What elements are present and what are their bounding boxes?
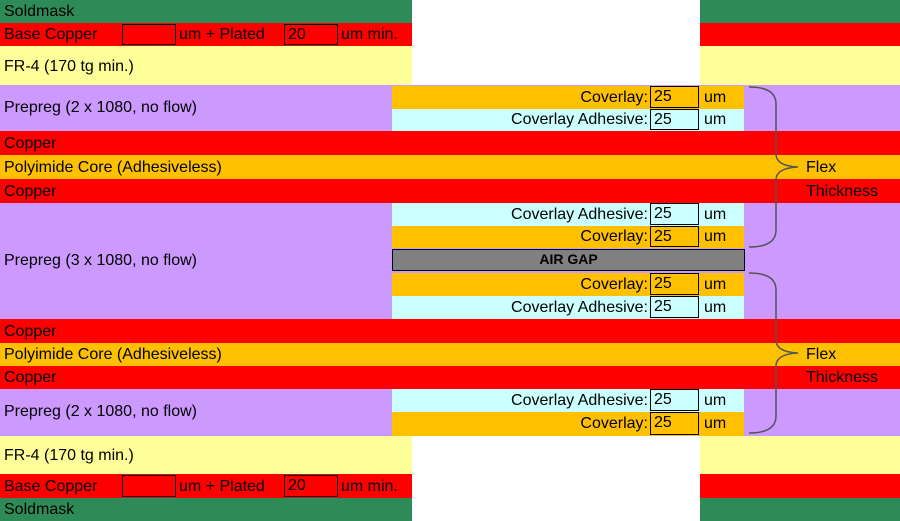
flex-row-5-unit: um <box>704 276 727 293</box>
flex-row-6-value-field[interactable]: 25 <box>650 296 699 318</box>
flex-row-8 <box>392 412 744 436</box>
flex-row-3 <box>392 203 744 226</box>
bottom-fr4-label: FR-4 (170 tg min.) <box>4 447 134 464</box>
flex-thickness-2-line2: Thickness <box>806 369 879 386</box>
bottom-fr4-left <box>0 436 412 474</box>
bottom-base-copper-value-field[interactable] <box>122 475 176 497</box>
copper-4-label: Copper <box>4 369 57 386</box>
polyimide-core-2-label: Polyimide Core (Adhesiveless) <box>4 346 222 363</box>
flex-row-3-value-field[interactable]: 25 <box>650 203 699 225</box>
flex-row-7-label: Coverlay Adhesive: <box>511 392 648 409</box>
flex-row-4-label: Coverlay: <box>580 228 648 245</box>
flex-row-6-unit: um <box>704 299 727 316</box>
flex-row-2-unit: um <box>704 111 727 128</box>
top-fr4-left <box>0 46 412 85</box>
top-fr4-label: FR-4 (170 tg min.) <box>4 58 134 75</box>
top-base-copper-label: Base Copper <box>4 26 98 43</box>
copper-1-label: Copper <box>4 135 57 152</box>
prepreg-bottom-label: Prepreg (2 x 1080, no flow) <box>4 403 197 420</box>
polyimide-core-2 <box>0 343 900 366</box>
copper-3 <box>0 319 900 343</box>
flex-thickness-brace-bottom <box>748 272 799 434</box>
top-min-label: um min. <box>341 26 398 43</box>
flex-row-3-unit: um <box>704 206 727 223</box>
top-soldmask-left <box>0 0 412 23</box>
flex-row-7-value-field[interactable]: 25 <box>650 389 699 411</box>
top-plus-plated-label: um + Plated <box>179 26 265 43</box>
flex-row-7-unit: um <box>704 392 727 409</box>
top-base-copper-right <box>700 23 900 46</box>
flex-row-1-unit: um <box>704 89 727 106</box>
top-soldmask-right <box>700 0 900 23</box>
bottom-base-copper-left <box>0 474 412 498</box>
bottom-soldmask-left <box>0 498 412 521</box>
flex-row-5 <box>392 273 744 296</box>
flex-thickness-1-line1: Flex <box>806 159 837 176</box>
flex-row-8-value-field[interactable]: 25 <box>650 412 699 435</box>
bottom-min-label: um min. <box>341 478 398 495</box>
flex-row-4-unit: um <box>704 228 727 245</box>
bottom-soldmask-label: Soldmask <box>4 501 75 518</box>
top-fr4-right <box>700 46 900 85</box>
flex-row-6-label: Coverlay Adhesive: <box>511 299 648 316</box>
copper-2 <box>0 179 900 203</box>
polyimide-core-1 <box>0 155 900 179</box>
top-base-copper-value-field[interactable] <box>122 24 176 45</box>
copper-2-label: Copper <box>4 183 57 200</box>
flex-thickness-brace-top <box>748 86 799 248</box>
bottom-fr4-right <box>700 436 900 474</box>
polyimide-core-1-label: Polyimide Core (Adhesiveless) <box>4 159 222 176</box>
flex-row-1 <box>392 86 744 109</box>
bottom-base-copper-label: Base Copper <box>4 478 98 495</box>
flex-row-2 <box>392 109 744 131</box>
flex-row-4-value-field[interactable]: 25 <box>650 226 699 247</box>
flex-row-3-label: Coverlay Adhesive: <box>511 206 648 223</box>
copper-3-label: Copper <box>4 323 57 340</box>
flex-row-8-unit: um <box>704 415 727 432</box>
bottom-plated-value-field[interactable]: 20 <box>284 475 338 497</box>
copper-4 <box>0 366 900 389</box>
flex-row-1-label: Coverlay: <box>580 89 648 106</box>
flex-row-1-value-field[interactable]: 25 <box>650 86 699 108</box>
flex-row-2-value-field[interactable]: 25 <box>650 109 699 130</box>
flex-row-8-label: Coverlay: <box>580 415 648 432</box>
prepreg-top-label: Prepreg (2 x 1080, no flow) <box>4 99 197 116</box>
flex-row-7 <box>392 389 744 412</box>
top-soldmask-label: Soldmask <box>4 3 75 20</box>
copper-1 <box>0 131 900 155</box>
flex-thickness-1-line2: Thickness <box>806 183 879 200</box>
bottom-soldmask-right <box>700 498 900 521</box>
bottom-plus-plated-label: um + Plated <box>179 478 265 495</box>
flex-thickness-2-line1: Flex <box>806 346 837 363</box>
flex-row-4 <box>392 226 744 248</box>
prepreg-mid-label: Prepreg (3 x 1080, no flow) <box>4 252 197 269</box>
flex-row-6 <box>392 296 744 319</box>
air-gap-bar: AIR GAP <box>392 249 745 271</box>
flex-row-2-label: Coverlay Adhesive: <box>511 111 648 128</box>
flex-row-5-label: Coverlay: <box>580 276 648 293</box>
flex-row-5-value-field[interactable]: 25 <box>650 273 699 295</box>
top-plated-value-field[interactable]: 20 <box>284 24 338 45</box>
bottom-base-copper-right <box>700 474 900 498</box>
